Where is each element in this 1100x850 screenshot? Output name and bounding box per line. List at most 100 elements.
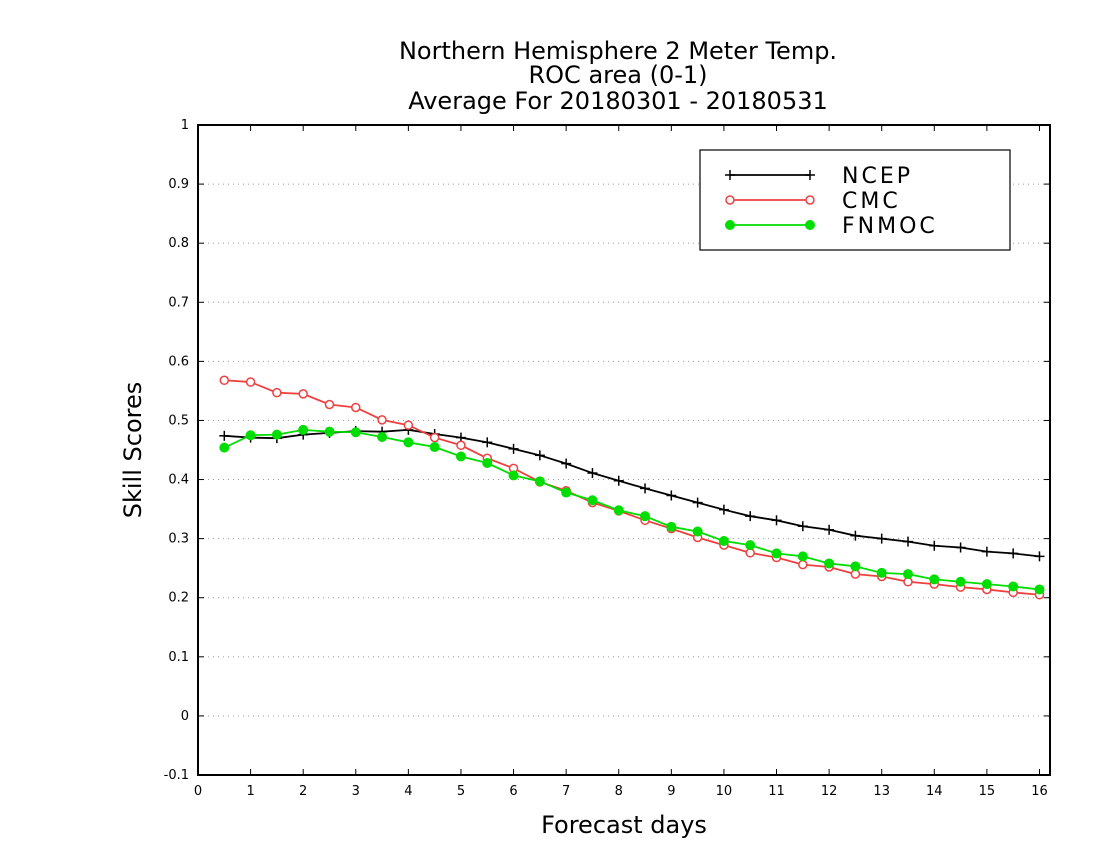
axes: -0.100.10.20.30.40.50.60.70.80.910 1 2 3 4 5 6…: [164, 118, 1051, 799]
legend-label: NCEP: [842, 164, 913, 189]
data-point: [640, 483, 651, 494]
data-point: [324, 399, 335, 410]
data-point: [219, 442, 230, 453]
data-point: [876, 533, 887, 544]
data-point: [456, 440, 466, 451]
data-point: [298, 389, 308, 399]
data-point: [745, 511, 756, 522]
data-point: [798, 559, 808, 570]
x-tick-label: 10: [716, 784, 733, 799]
data-point: [929, 540, 940, 551]
data-point: [587, 495, 598, 506]
data-point: [482, 437, 493, 448]
data-point: [561, 487, 572, 498]
y-tick-label: 0.2: [168, 591, 189, 606]
data-point: [455, 451, 466, 462]
data-point: [929, 574, 940, 585]
data-point: [482, 458, 493, 468]
data-point: [824, 558, 835, 569]
x-tick-label: 11: [768, 784, 785, 799]
data-point: [1008, 581, 1019, 592]
series-fnmoc: [219, 424, 1045, 595]
data-point: [587, 468, 598, 479]
data-point: [771, 548, 782, 559]
data-point: [666, 521, 677, 532]
data-point: [377, 432, 388, 442]
data-point: [745, 540, 756, 551]
data-point: [725, 220, 735, 230]
data-point: [725, 195, 735, 205]
data-point: [429, 432, 440, 443]
y-tick-label: 0.5: [168, 413, 189, 428]
series-cmc: [219, 375, 1045, 600]
data-point: [219, 375, 230, 386]
x-tick-label: 9: [667, 784, 675, 799]
legend-entry-fnmoc: FNMOC: [725, 214, 935, 239]
data-point: [271, 429, 282, 440]
data-point: [805, 170, 815, 180]
data-point: [534, 476, 545, 487]
x-tick-label: 0: [194, 784, 202, 799]
data-point: [903, 536, 913, 547]
y-tick-label: 0.9: [168, 177, 189, 192]
data-point: [1034, 551, 1045, 562]
y-tick-label: 0.4: [168, 473, 189, 488]
data-point: [725, 170, 735, 180]
data-point: [403, 437, 414, 448]
data-point: [981, 546, 992, 557]
data-point: [640, 511, 651, 522]
data-point: [850, 530, 861, 541]
data-point: [272, 387, 282, 398]
data-point: [613, 475, 624, 486]
y-tick-label: 0.7: [168, 295, 189, 310]
y-tick-label: 0.8: [168, 236, 189, 251]
data-point: [805, 195, 815, 205]
x-axis-label: Forecast days: [541, 811, 707, 839]
legend-entry-ncep: NCEP: [725, 164, 913, 189]
data-point: [351, 402, 361, 413]
data-point: [850, 561, 861, 572]
data-point: [797, 551, 808, 562]
x-tick-label: 15: [979, 784, 996, 799]
data-point: [718, 536, 729, 546]
data-point: [805, 220, 815, 230]
title-line-1: Northern Hemisphere 2 Meter Temp.: [399, 37, 837, 65]
y-tick-label: 1: [181, 118, 189, 133]
x-tick-label: 8: [615, 784, 623, 799]
x-tick-label: 14: [926, 784, 943, 799]
x-tick-label: 4: [404, 784, 412, 799]
data-point: [903, 569, 913, 580]
x-tick-label: 7: [562, 784, 570, 799]
x-tick-label: 13: [873, 784, 890, 799]
y-tick-label: 0.6: [168, 354, 189, 369]
data-point: [429, 442, 440, 453]
data-point: [955, 542, 966, 553]
data-point: [508, 443, 519, 454]
series: [219, 375, 1045, 600]
data-point: [613, 505, 624, 516]
title-line-2: ROC area (0-1): [528, 61, 707, 89]
data-point: [403, 420, 414, 430]
series-line: [224, 429, 1040, 558]
data-point: [797, 521, 808, 532]
data-point: [771, 515, 782, 526]
data-point: [377, 415, 387, 425]
grid: [198, 183, 1050, 717]
x-tick-label: 1: [246, 784, 254, 799]
x-tick-label: 12: [821, 784, 838, 799]
x-tick-label: 3: [352, 784, 360, 799]
series-line: [223, 429, 1040, 591]
x-tick-label: 16: [1031, 784, 1048, 799]
data-point: [692, 497, 703, 508]
data-point: [534, 450, 545, 461]
data-point: [666, 490, 677, 501]
series-ncep: [219, 424, 1045, 562]
data-point: [298, 424, 309, 435]
data-point: [219, 430, 230, 441]
data-point: [981, 579, 992, 590]
data-point: [1034, 584, 1045, 595]
data-point: [324, 426, 335, 437]
y-tick-label: 0.3: [168, 532, 189, 547]
